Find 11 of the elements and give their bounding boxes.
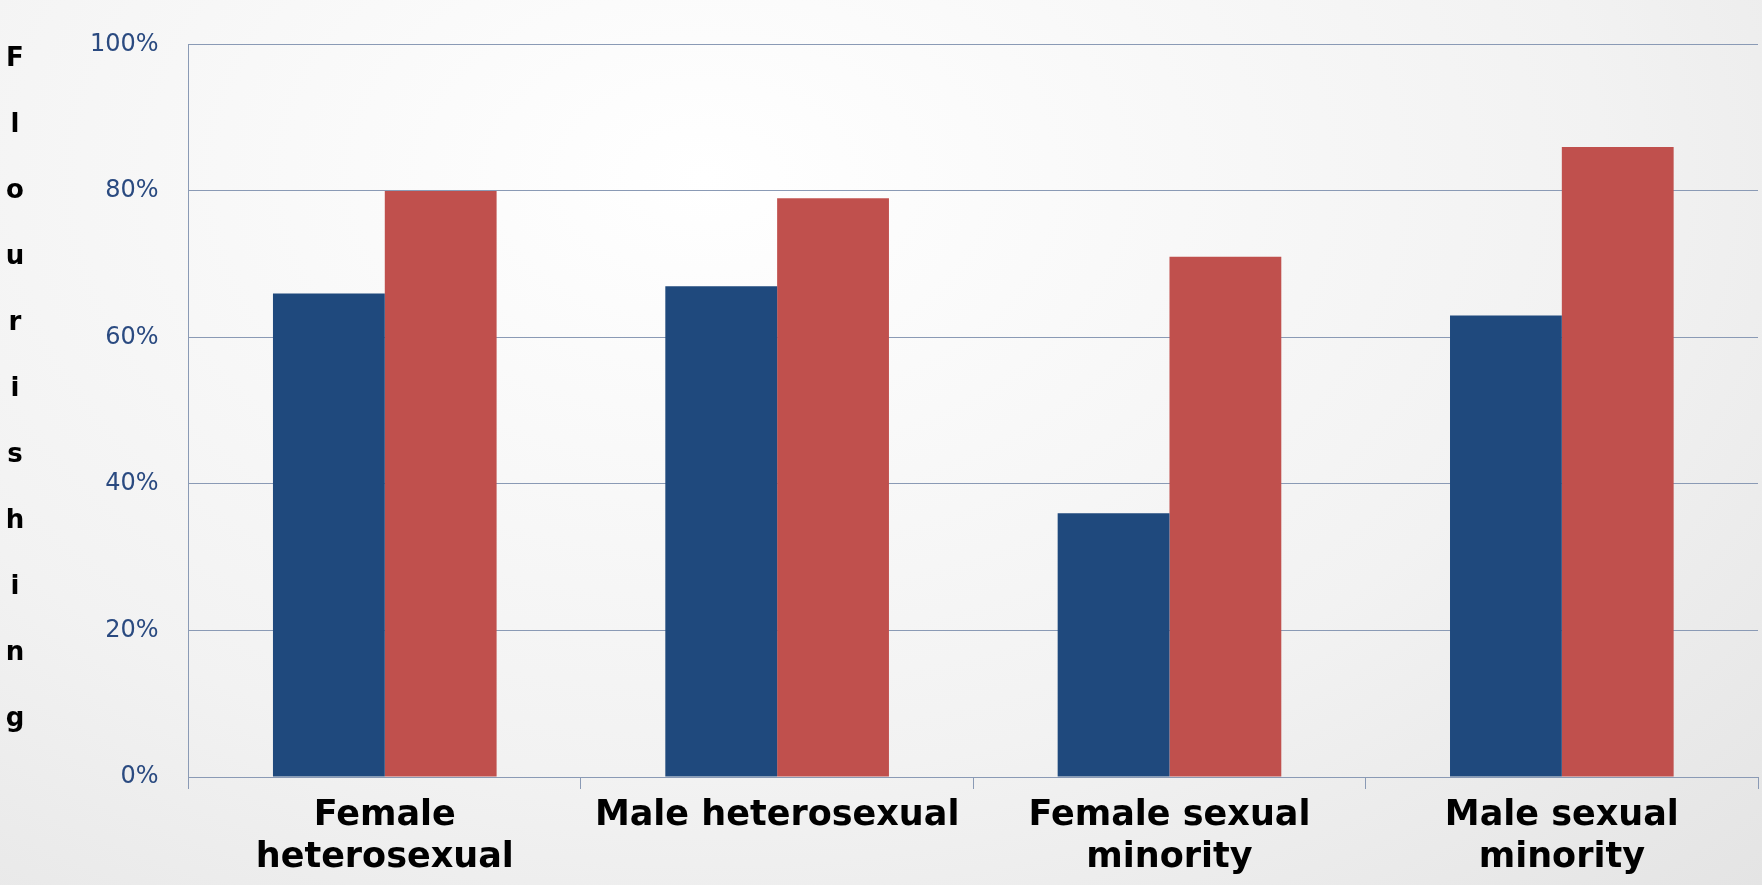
x-tick-label: Male heterosexual xyxy=(594,793,960,834)
x-tick-label: Female heterosexual xyxy=(255,793,514,876)
y-tick-label: 20% xyxy=(105,614,159,643)
y-tick-label: 0% xyxy=(120,761,159,790)
y-tick-label: 60% xyxy=(105,321,159,350)
y-tick-label: 80% xyxy=(105,175,159,204)
y-tick-label: 100% xyxy=(89,28,159,57)
text: Flourishing xyxy=(5,42,25,732)
x-tick-label: Male sexual minority xyxy=(1444,793,1679,876)
x-tick-label: Female sexual minority xyxy=(1028,793,1311,876)
y-tick-label: 40% xyxy=(105,468,159,497)
